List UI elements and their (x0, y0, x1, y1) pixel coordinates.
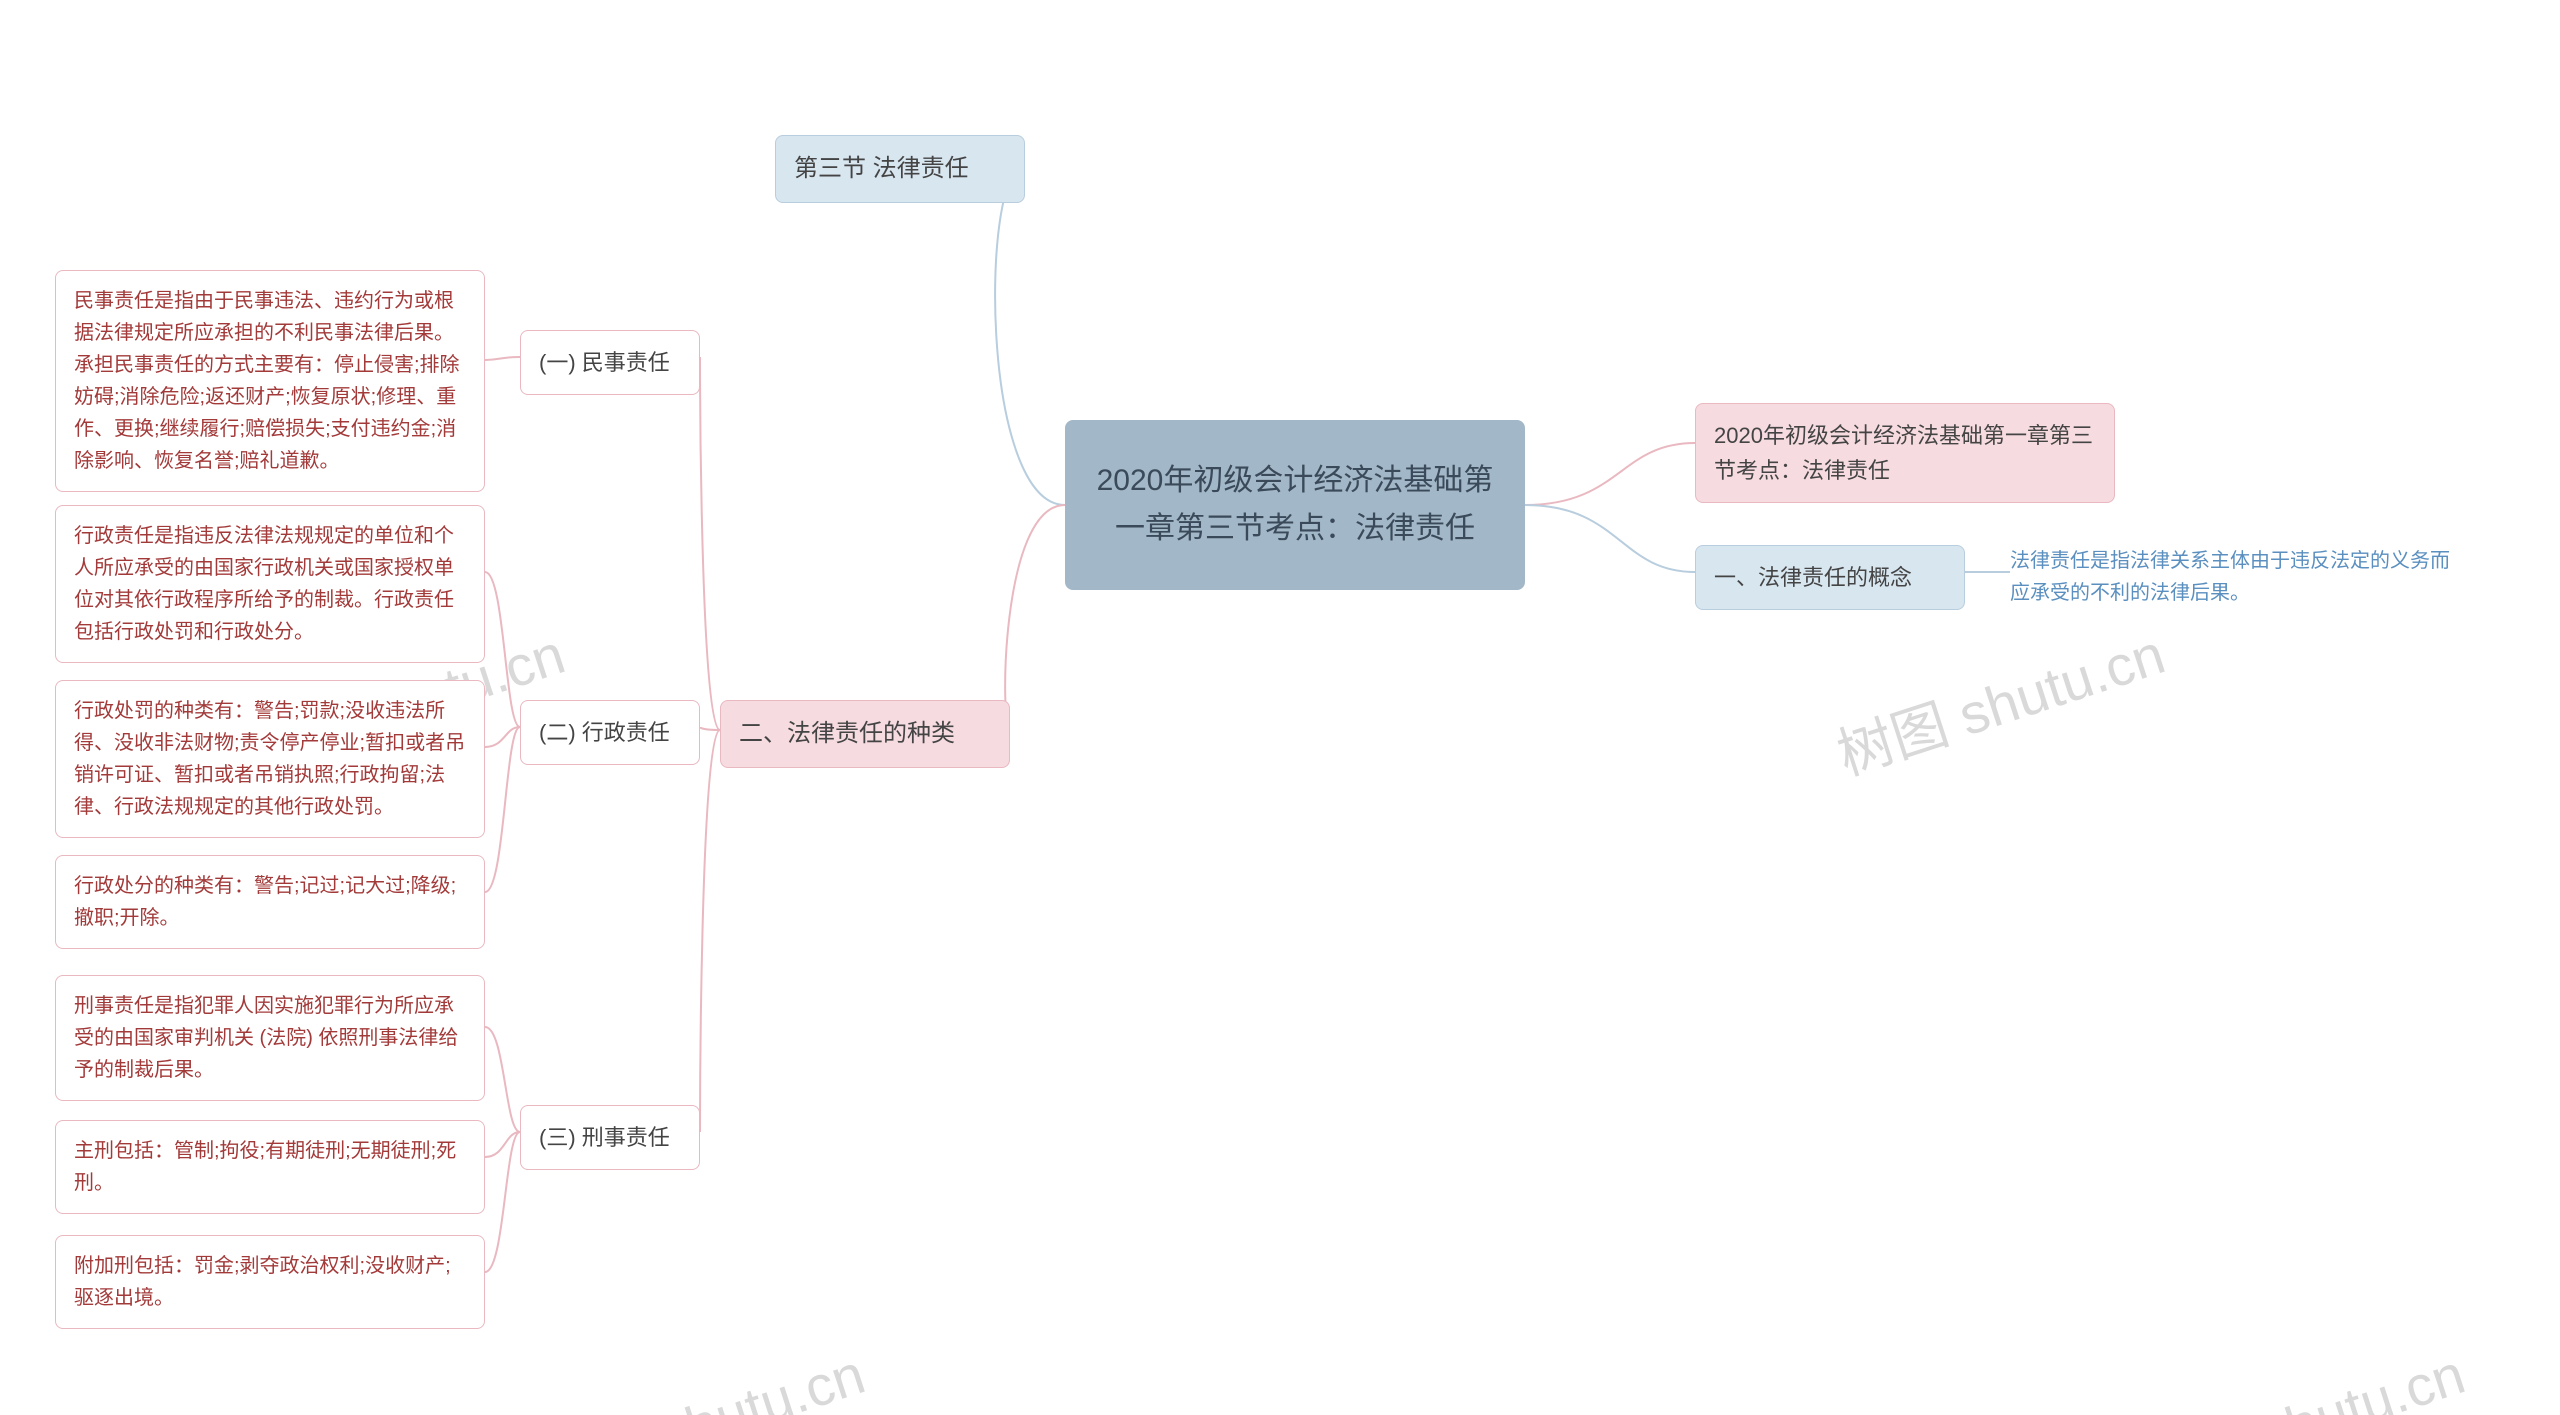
leaf-concept-def: 法律责任是指法律关系主体由于违反法定的义务而应承受的不利的法律后果。 (2010, 545, 2450, 609)
leaf-civil[interactable]: 民事责任是指由于民事违法、违约行为或根据法律规定所应承担的不利民事法律后果。承担… (55, 270, 485, 492)
node-types[interactable]: 二、法律责任的种类 (720, 700, 1010, 768)
watermark: 树图 shutu.cn (526, 1330, 874, 1415)
leaf-admin-3[interactable]: 行政处分的种类有：警告;记过;记大过;降级;撤职;开除。 (55, 855, 485, 949)
leaf-criminal-2[interactable]: 主刑包括：管制;拘役;有期徒刑;无期徒刑;死刑。 (55, 1120, 485, 1214)
node-right-title[interactable]: 2020年初级会计经济法基础第一章第三节考点：法律责任 (1695, 403, 2115, 503)
mindmap-canvas: 树图 shutu.cn 树图 shutu.cn 树图 shutu.cn 树图 s… (0, 0, 2560, 1415)
root-node[interactable]: 2020年初级会计经济法基础第一章第三节考点：法律责任 (1065, 420, 1525, 590)
watermark: 树图 shutu.cn (1826, 610, 2174, 792)
node-criminal[interactable]: (三) 刑事责任 (520, 1105, 700, 1170)
node-admin[interactable]: (二) 行政责任 (520, 700, 700, 765)
leaf-admin-2[interactable]: 行政处罚的种类有：警告;罚款;没收违法所得、没收非法财物;责令停产停业;暂扣或者… (55, 680, 485, 838)
leaf-admin-1[interactable]: 行政责任是指违反法律法规规定的单位和个人所应承受的由国家行政机关或国家授权单位对… (55, 505, 485, 663)
leaf-criminal-3[interactable]: 附加刑包括：罚金;剥夺政治权利;没收财产;驱逐出境。 (55, 1235, 485, 1329)
leaf-criminal-1[interactable]: 刑事责任是指犯罪人因实施犯罪行为所应承受的由国家审判机关 (法院) 依照刑事法律… (55, 975, 485, 1101)
watermark: 树图 shutu.cn (2126, 1330, 2474, 1415)
node-civil[interactable]: (一) 民事责任 (520, 330, 700, 395)
node-concept[interactable]: 一、法律责任的概念 (1695, 545, 1965, 610)
node-section3[interactable]: 第三节 法律责任 (775, 135, 1025, 203)
